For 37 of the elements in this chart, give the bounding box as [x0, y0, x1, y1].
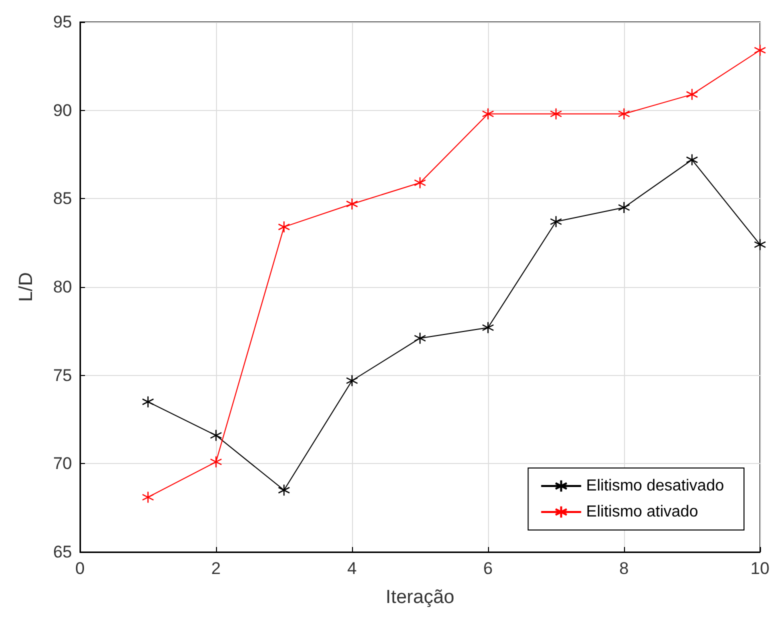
x-tick-label: 10 — [750, 559, 770, 578]
point — [754, 44, 766, 56]
y-tick-label: 90 — [53, 100, 72, 120]
x-axis-title: Iteração — [386, 587, 454, 608]
point — [754, 238, 766, 251]
y-tick-label: 70 — [53, 454, 72, 474]
x-tick-label: 0 — [75, 559, 85, 578]
point — [686, 88, 698, 101]
point — [414, 332, 426, 344]
point — [482, 108, 494, 120]
y-tick-label: 75 — [53, 366, 72, 385]
point — [414, 176, 426, 189]
legend-label: Elitismo desativado — [586, 478, 724, 494]
point — [210, 429, 222, 442]
x-tick-label: 8 — [619, 559, 629, 578]
point — [346, 374, 358, 387]
x-tick-label: 2 — [211, 559, 221, 578]
point — [142, 491, 154, 504]
y-tick-label: 95 — [53, 12, 72, 32]
point — [346, 198, 358, 210]
x-tick-label: 4 — [347, 559, 357, 578]
x-tick-label: 6 — [483, 559, 493, 578]
point — [482, 322, 494, 334]
point — [142, 396, 154, 408]
point — [686, 154, 698, 166]
point — [278, 484, 290, 496]
point — [618, 108, 630, 120]
legend-label: Elitismo ativado — [586, 504, 698, 520]
point — [550, 108, 562, 120]
point — [278, 220, 290, 234]
y-tick-label: 65 — [53, 542, 72, 562]
y-axis-title: L/D — [16, 272, 37, 302]
point — [550, 216, 562, 228]
y-tick-label: 80 — [53, 278, 72, 296]
point — [618, 201, 630, 214]
point — [210, 456, 222, 468]
y-tick-label: 85 — [53, 189, 72, 208]
